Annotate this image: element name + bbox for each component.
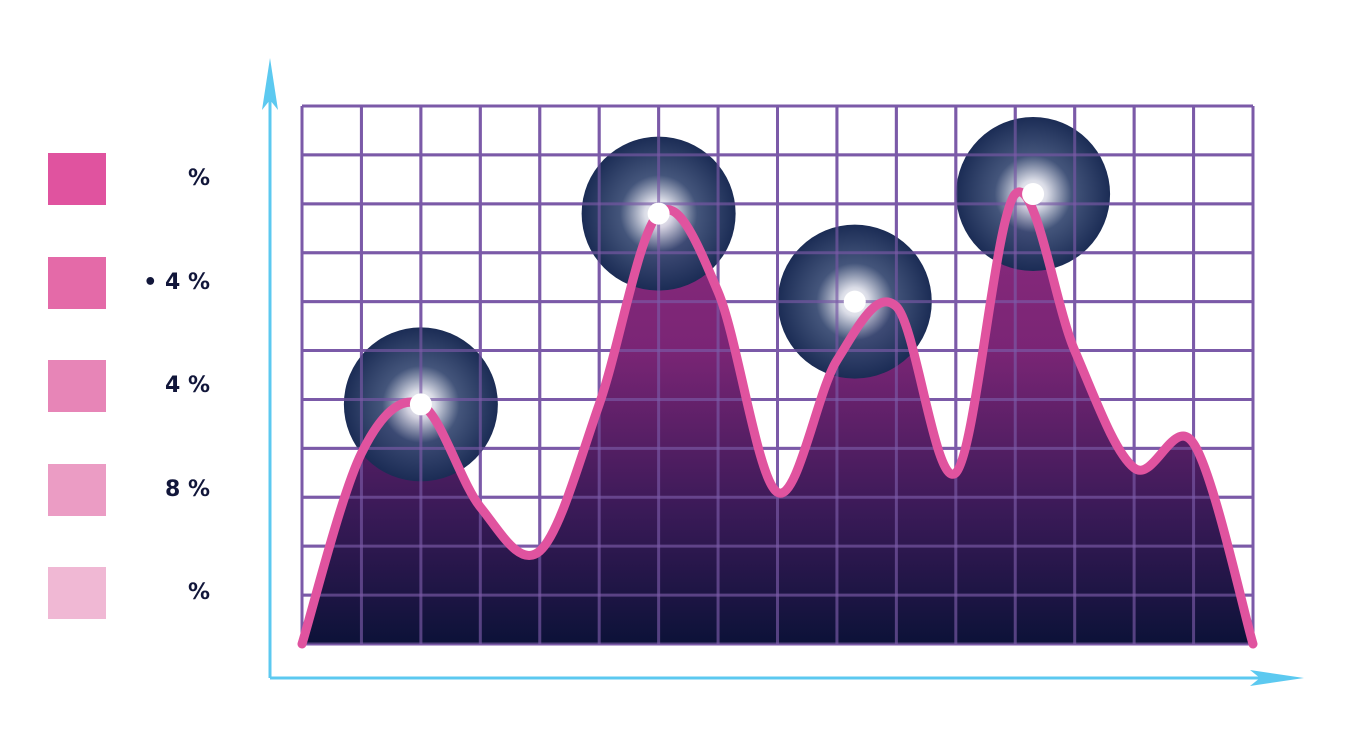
legend: % • 4 % 4 % 8 % % <box>0 0 260 737</box>
legend-label-1: % <box>187 166 210 191</box>
peak-marker-1 <box>409 393 432 416</box>
peak-marker-2 <box>647 202 670 225</box>
legend-swatch-5 <box>48 567 106 619</box>
line-series <box>297 187 1258 649</box>
x-axis-arrow <box>1250 670 1304 686</box>
series-line <box>297 187 1258 649</box>
legend-swatch-4 <box>48 464 106 516</box>
legend-label-2: • 4 % <box>143 270 210 295</box>
legend-label-3: 4 % <box>164 373 210 398</box>
legend-swatch-1 <box>48 153 106 205</box>
legend-label-5: % <box>187 580 210 605</box>
y-axis-arrow <box>262 58 278 110</box>
peak-marker-4 <box>1022 183 1045 206</box>
legend-swatch-2 <box>48 257 106 309</box>
peak-markers <box>409 183 1045 416</box>
legend-swatch-3 <box>48 360 106 412</box>
legend-label-4: 8 % <box>164 477 210 502</box>
axes <box>262 58 1304 686</box>
peak-marker-3 <box>843 290 866 313</box>
